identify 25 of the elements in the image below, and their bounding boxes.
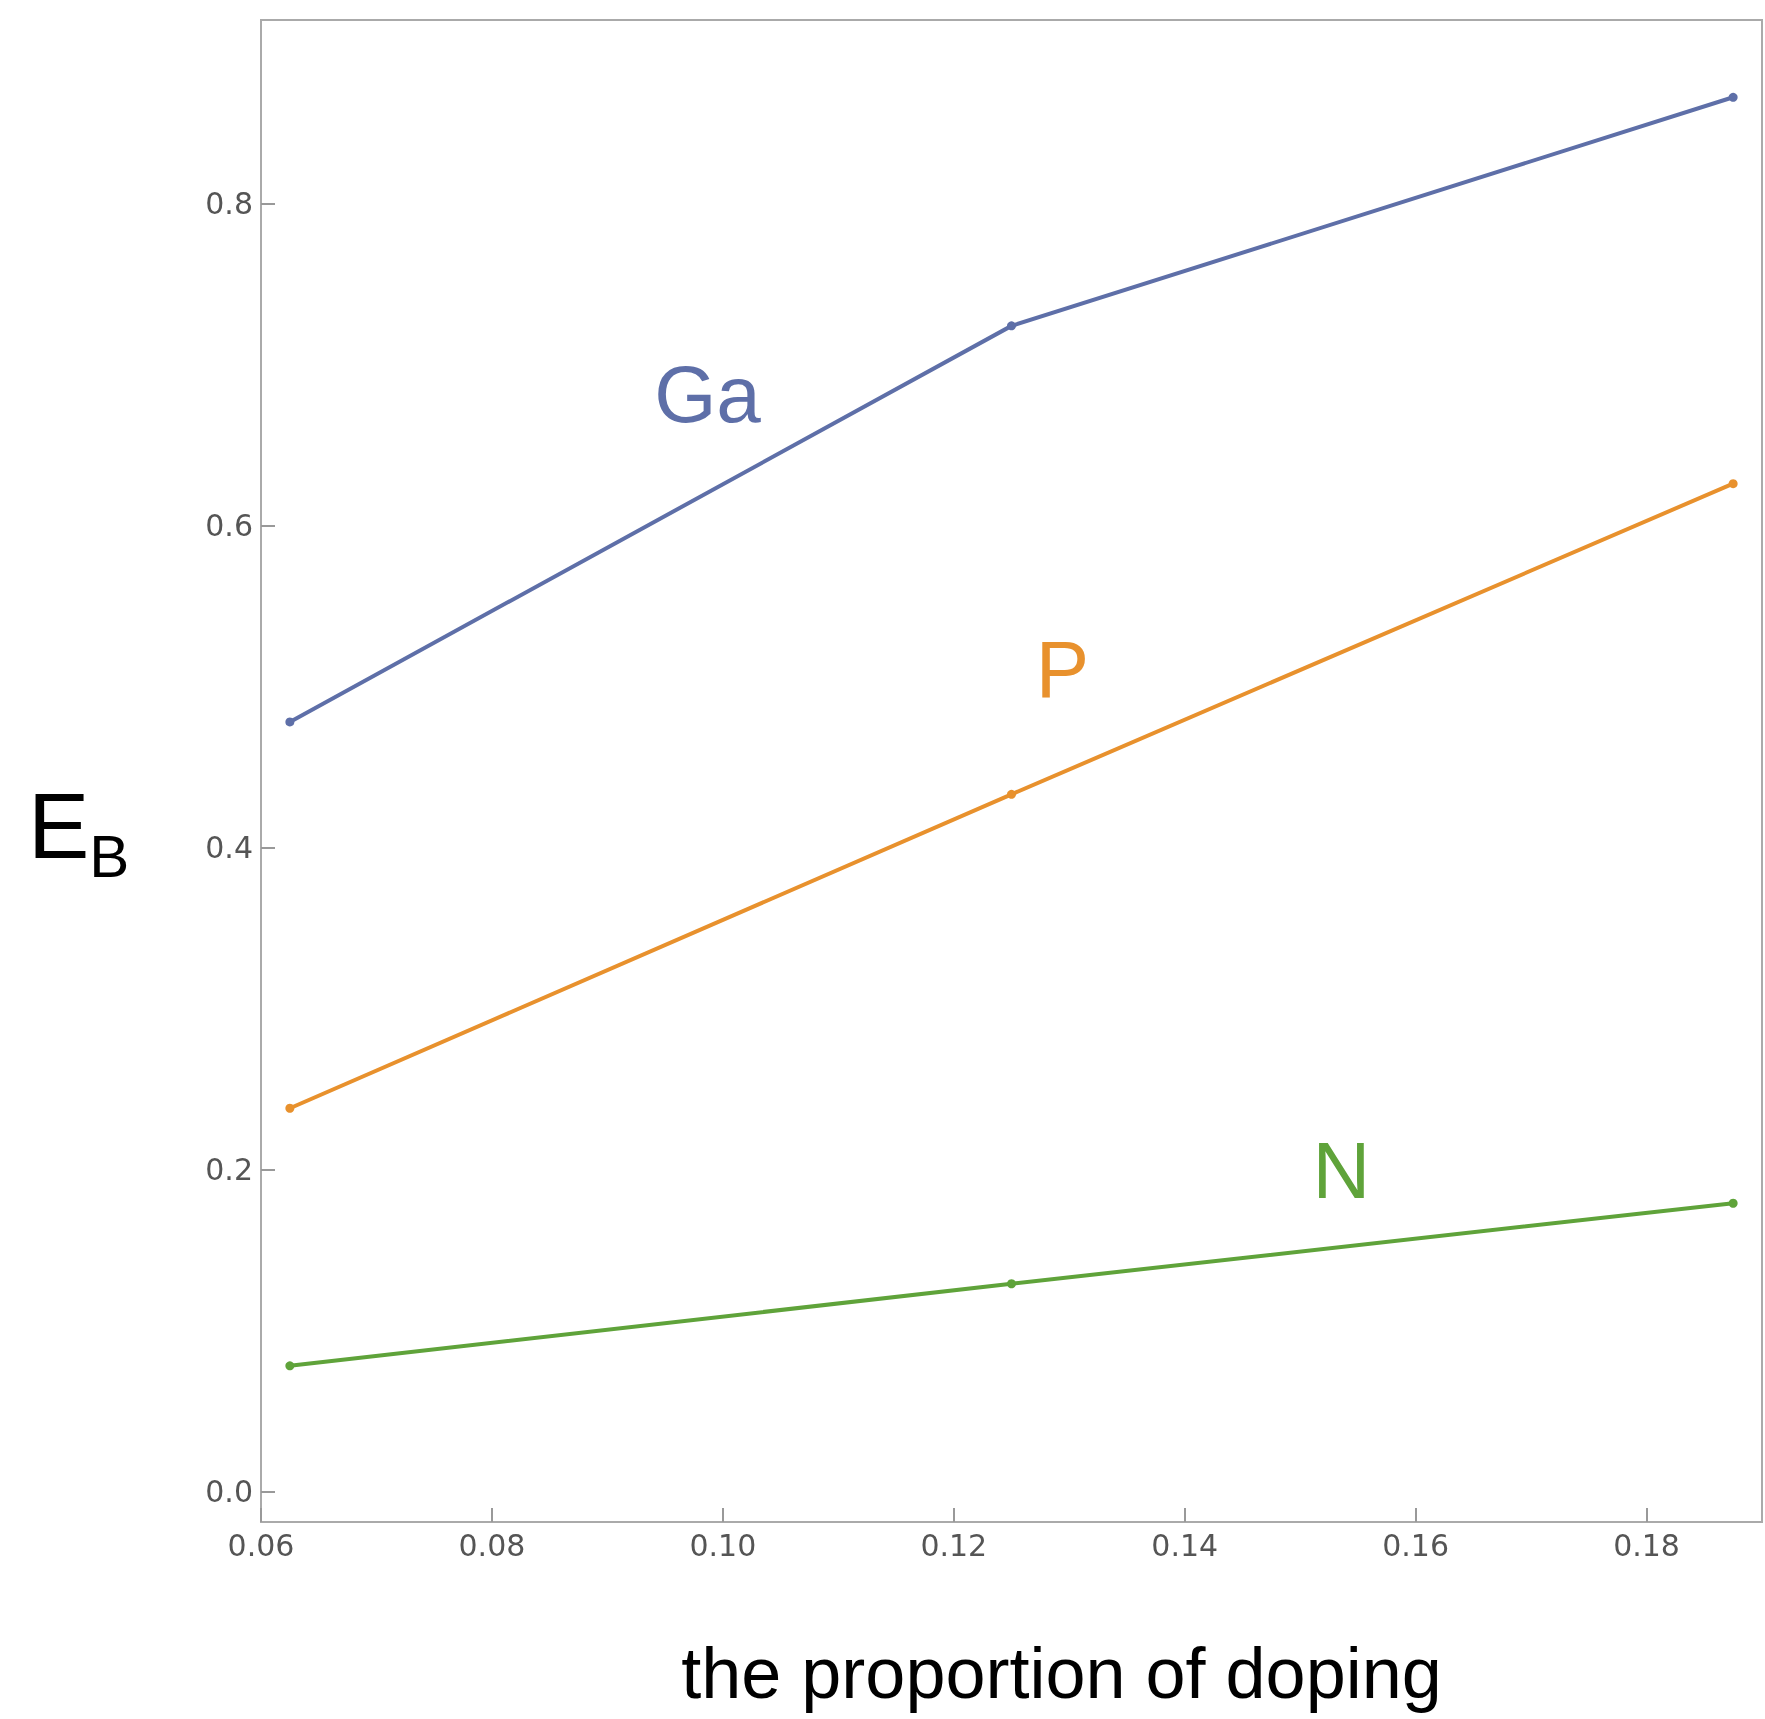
- x-tick-label: 0.06: [227, 1527, 295, 1563]
- x-tick-label: 0.12: [920, 1527, 988, 1563]
- y-tick-label: 0.6: [205, 508, 253, 543]
- point: [1728, 479, 1738, 489]
- x-tick-label: 0.10: [689, 1527, 757, 1563]
- y-tick-label: 0.0: [205, 1473, 253, 1509]
- point: [1728, 92, 1738, 102]
- x-tick-label: 0.16: [1382, 1527, 1450, 1563]
- point: [285, 1103, 295, 1113]
- y-tick-label: 0.2: [205, 1151, 253, 1187]
- point: [1007, 789, 1016, 799]
- point: [1007, 321, 1016, 331]
- x-tick-label: 0.14: [1151, 1527, 1219, 1563]
- x-tick-label: 0.18: [1613, 1527, 1680, 1563]
- x-tick-label: 0.08: [458, 1527, 526, 1563]
- point: [1728, 1198, 1738, 1208]
- series-label: P: [1035, 624, 1090, 714]
- series-label: N: [1312, 1126, 1371, 1216]
- x-axis-title: the proportion of doping: [681, 1633, 1442, 1713]
- point: [285, 717, 295, 727]
- point: [285, 1361, 295, 1371]
- y-tick-label: 0.8: [205, 186, 253, 222]
- point: [1007, 1279, 1016, 1289]
- y-tick-label: 0.4: [205, 829, 253, 865]
- series-label: Ga: [654, 350, 762, 440]
